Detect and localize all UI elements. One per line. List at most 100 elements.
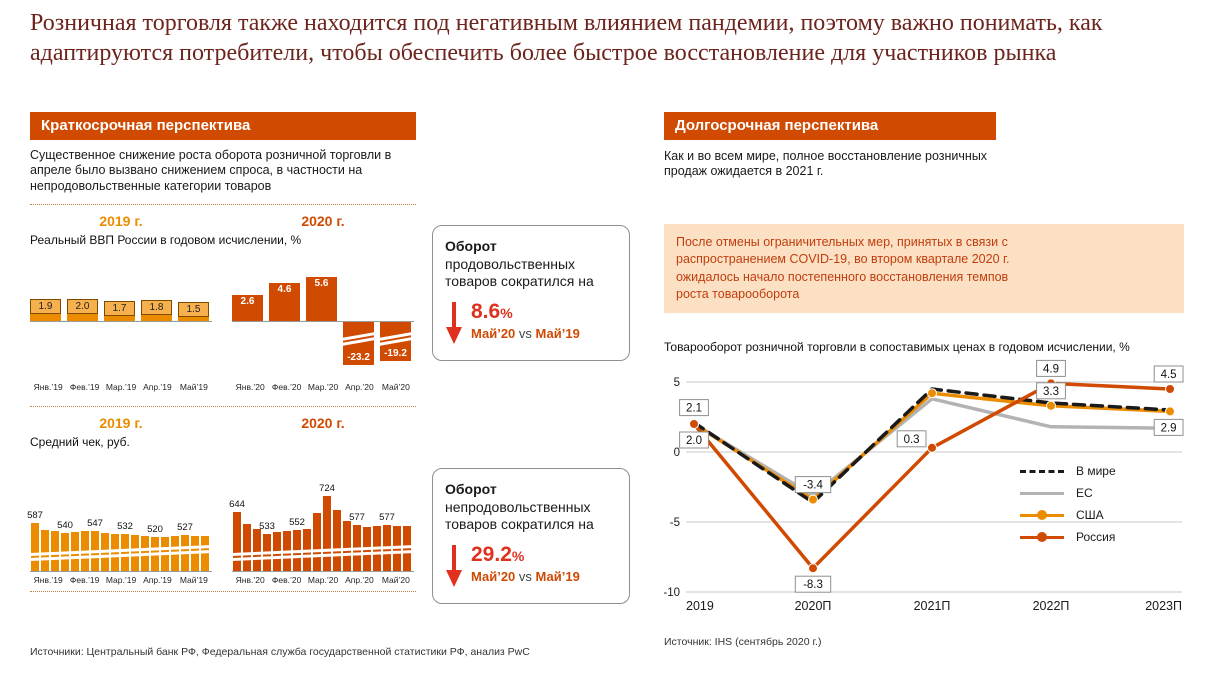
point-label: -8.3 (803, 579, 823, 591)
bar-value-label: 4.6 (277, 284, 292, 296)
check-bar (313, 512, 321, 571)
bar-value-label: 533 (259, 521, 275, 533)
series-marker (689, 419, 699, 429)
month-label: Май’20 (381, 381, 410, 392)
gdp-year-labels: 2019 г. 2020 г. (30, 213, 416, 231)
average-check-bar-chart: 587 540 547 532 520 527 Янв.’19 Фев.’19 Мар.’19 А… (27, 455, 417, 585)
compare-right: Май’19 (535, 325, 580, 341)
series-marker (1165, 406, 1175, 417)
bar-value-label: 644 (229, 498, 245, 510)
month-label: Апр.’20 (345, 574, 374, 585)
year-2020-label: 2020 г. (301, 212, 345, 229)
compare-left: Май’20 (471, 568, 516, 584)
compare-left: Май’20 (471, 325, 516, 341)
x-axis-line (30, 320, 212, 322)
bar-value-label: 5.6 (314, 278, 329, 290)
long-term-header-label: Долгосрочная перспектива (675, 117, 879, 134)
legend-item: ЕС (1020, 486, 1116, 500)
dotted-divider (30, 590, 416, 592)
long-term-header: Долгосрочная перспектива (664, 112, 996, 140)
legend-label: США (1076, 508, 1104, 522)
check-bar (31, 523, 39, 571)
bar-value-label: 547 (87, 518, 103, 530)
bar-value-label: 577 (349, 512, 365, 524)
covid-note-text: После отмены ограничительных мер, принят… (676, 235, 1010, 301)
bar-value-label: 532 (117, 521, 133, 533)
month-label: Мар.’19 (105, 574, 137, 585)
callout-stat: 29.2% Май’20 vs Май’19 (445, 543, 617, 589)
y-tick-label: 5 (674, 377, 680, 389)
series-marker (808, 563, 818, 574)
check-plot-area: 644 533 552 724 577 577 (229, 455, 417, 572)
forecast-chart-svg: 5 0 -5 -10 2.1 2.0 -3.4 -8.3 0.3 4.9 3.3 4.5 2.9 2019… (663, 359, 1184, 613)
month-label: Мар.’19 (105, 381, 137, 392)
point-label: 2.9 (1161, 422, 1177, 434)
y-tick-label: -10 (664, 587, 680, 599)
point-label: 2.0 (686, 435, 702, 447)
bar-value-label: 540 (57, 519, 73, 531)
percent-value: 8.6 (471, 299, 501, 323)
covid-note: После отмены ограничительных мер, принят… (664, 224, 1184, 313)
series-marker (927, 442, 937, 453)
gdp-bar-chart: 1.9 2.0 1.7 1.8 1.5 Янв.’19 Фев.’19 Мар.’19 Апр.… (30, 253, 416, 392)
series-marker (927, 388, 937, 399)
gdp-plot-area: 1.9 2.0 1.7 1.8 1.5 (30, 253, 212, 379)
legend-line-sample (1020, 532, 1064, 542)
month-label: Май’20 (381, 574, 410, 585)
gdp-year-group: 2.6 4.6 5.6 -23.2 -19.2 Янв.’20 Фев.’20 Мар.’20… (232, 253, 414, 392)
compare-vs: vs (518, 568, 532, 584)
check-year-labels: 2019 г. 2020 г. (30, 415, 416, 433)
month-axis: Янв.’19 Фев.’19 Мар.’19 Апр.’19 Май’19 (30, 382, 212, 392)
legend-line-sample (1020, 491, 1064, 495)
month-label: Май’19 (179, 574, 208, 585)
year-2020-label: 2020 г. (301, 414, 345, 431)
month-label: Май’19 (179, 381, 208, 392)
month-label: Апр.’20 (345, 381, 374, 392)
check-bar (243, 523, 251, 571)
short-term-header-label: Краткосрочная перспектива (41, 117, 251, 134)
page-title: Розничная торговля также находится под н… (30, 10, 1103, 67)
dotted-divider (30, 405, 416, 407)
food-turnover-callout: Оборот продовольственных товаров сократи… (432, 225, 630, 361)
callout-stat: 8.6% Май’20 vs Май’19 (445, 300, 617, 346)
point-label: 4.9 (1043, 363, 1059, 375)
chart-legend: В мире ЕС США Россия (1020, 464, 1116, 552)
legend-label: В мире (1076, 464, 1116, 478)
month-label: Мар.’20 (307, 381, 339, 392)
gdp-bar: 5.6 (306, 277, 337, 321)
check-bar (191, 535, 199, 571)
month-label: Фев.’20 (271, 381, 302, 392)
month-label: Фев.’19 (69, 574, 100, 585)
check-bar (403, 525, 411, 571)
bar-value-label: 527 (177, 522, 193, 534)
legend-line-sample (1020, 510, 1064, 520)
percent-value: 29.2 (471, 542, 512, 566)
check-year-group: 587 540 547 532 520 527 Янв.’19 Фев.’19 Мар.’19 А… (27, 455, 215, 585)
month-label: Фев.’19 (69, 381, 100, 392)
short-term-panel: Краткосрочная перспектива Существенное с… (27, 112, 417, 600)
legend-marker-dot (1037, 532, 1047, 542)
series-marker (808, 494, 818, 505)
bar-value-label: 1.8 (141, 299, 172, 315)
point-label: 2.1 (686, 403, 702, 415)
point-label: 0.3 (904, 434, 920, 446)
check-bar (233, 511, 241, 571)
gdp-bar: -23.2 (341, 321, 376, 365)
legend-item: В мире (1020, 464, 1116, 478)
short-term-description: Существенное снижение роста оборота розн… (30, 148, 392, 193)
x-tick-label: 2019 (686, 599, 714, 613)
callout-text: непродовольственных товаров сократился н… (445, 498, 594, 533)
legend-item: Россия (1020, 530, 1116, 544)
check-plot-area: 587 540 547 532 520 527 (27, 455, 215, 572)
y-tick-label: -5 (670, 517, 680, 529)
month-label: Фев.’20 (271, 574, 302, 585)
check-bar (333, 509, 341, 571)
point-label-box (1036, 382, 1066, 400)
gdp-bar: 1.5 (178, 301, 209, 321)
legend-marker-dot (1037, 510, 1047, 520)
point-label: 3.3 (1043, 386, 1059, 398)
callout-comparison: Май’20 vs Май’19 (471, 569, 580, 584)
month-label: Мар.’20 (307, 574, 339, 585)
callout-value: 8.6% (471, 300, 580, 323)
